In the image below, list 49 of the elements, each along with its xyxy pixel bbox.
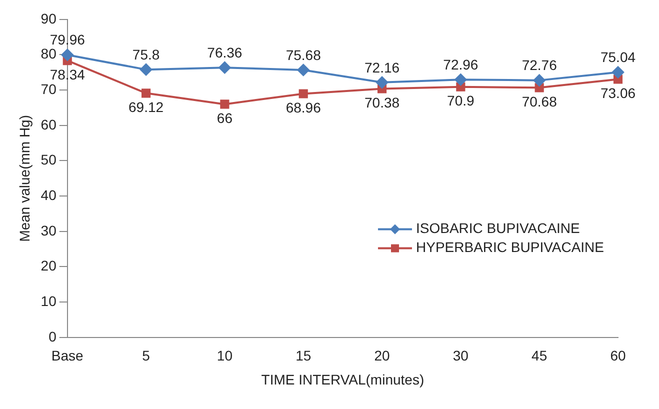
x-tick-label: 20 xyxy=(374,348,390,364)
x-tick-label: 45 xyxy=(532,348,548,364)
data-label: 68.96 xyxy=(286,100,322,116)
data-label: 76.36 xyxy=(207,44,242,60)
point xyxy=(218,62,231,74)
point xyxy=(612,66,624,78)
point xyxy=(454,74,467,86)
y-tick-label: 40 xyxy=(40,186,57,203)
x-tick-label: 60 xyxy=(610,348,626,364)
legend-label: ISOBARIC BUPIVACAINE xyxy=(416,220,580,236)
x-tick-label: 10 xyxy=(216,348,233,364)
data-label: 70.38 xyxy=(364,94,400,111)
point xyxy=(140,64,152,76)
point xyxy=(376,76,388,88)
y-tick-label: 10 xyxy=(40,292,57,309)
data-label: 73.06 xyxy=(600,85,636,102)
point xyxy=(533,74,546,86)
data-label: 69.12 xyxy=(128,99,164,116)
y-tick-label: 80 xyxy=(40,46,57,62)
point xyxy=(220,100,230,109)
data-label: 78.34 xyxy=(50,66,86,82)
x-tick-label: 5 xyxy=(142,348,150,364)
data-label: 70.68 xyxy=(522,94,558,110)
point xyxy=(297,64,310,76)
y-tick-label: 0 xyxy=(48,328,57,344)
legend-label: HYPERBARIC BUPIVACAINE xyxy=(416,239,604,256)
data-label: 75.8 xyxy=(132,46,160,62)
data-label: 79.96 xyxy=(50,32,86,48)
y-axis-title: Mean value(mm Hg) xyxy=(16,114,32,242)
data-label: 70.9 xyxy=(447,92,475,109)
data-label: 72.16 xyxy=(364,59,400,76)
data-label: 72.76 xyxy=(522,57,558,74)
point xyxy=(298,89,308,98)
y-tick-label: 70 xyxy=(40,80,57,97)
point xyxy=(61,48,74,61)
y-tick-label: 20 xyxy=(40,258,57,274)
x-tick-label: Base xyxy=(51,348,84,364)
x-axis-title: TIME INTERVAL(minutes) xyxy=(261,371,424,388)
y-tick-label: 30 xyxy=(40,222,57,238)
x-tick-label: 30 xyxy=(452,348,469,364)
x-tick-label: 15 xyxy=(296,348,312,364)
data-label: 72.96 xyxy=(443,56,478,72)
y-tick-label: 50 xyxy=(40,152,57,168)
data-label: 66 xyxy=(216,110,233,126)
y-tick-label: 60 xyxy=(40,116,57,132)
data-label: 75.68 xyxy=(286,46,322,63)
data-label: 75.04 xyxy=(600,49,636,66)
point xyxy=(142,88,151,98)
y-tick-label: 90 xyxy=(40,10,57,26)
